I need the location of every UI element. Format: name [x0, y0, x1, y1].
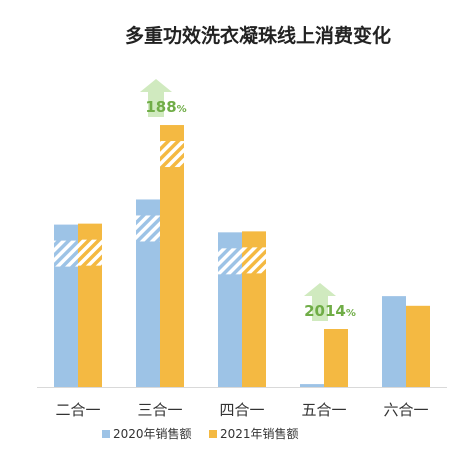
axis-break-hatch: [160, 141, 184, 168]
growth-label-0: 188%: [145, 98, 186, 116]
legend-swatch-1: [209, 430, 217, 438]
growth-label-1: 2014%: [304, 302, 356, 320]
bar-2020-3: [300, 384, 324, 387]
legend-label-1: 2021年销售额: [220, 426, 299, 441]
bar-2021-3: [324, 329, 348, 387]
category-label: 五合一: [301, 401, 346, 419]
chart-title: 多重功效洗衣凝珠线上消费变化: [125, 24, 391, 47]
bar-2020-4: [382, 296, 406, 387]
category-label: 六合一: [383, 401, 428, 419]
growth-arrow-icon: [140, 79, 172, 118]
axis-break-hatch: [242, 247, 266, 274]
category-label: 二合一: [55, 401, 100, 419]
category-label: 四合一: [219, 401, 264, 419]
axis-break-hatch: [78, 239, 102, 266]
axis-break-hatch: [218, 248, 242, 275]
bar-2021-4: [406, 305, 430, 387]
legend-swatch-0: [102, 430, 110, 438]
legend: 2020年销售额 2021年销售额: [102, 426, 299, 441]
growth-arrow-icon: [304, 283, 336, 321]
bar-2021-1: [160, 125, 184, 388]
axis-break-hatch: [136, 215, 160, 242]
axis-break-hatch: [54, 240, 78, 267]
category-label: 三合一: [137, 401, 182, 419]
plot-area: 二合一 三合一 四合一 五合一 六合一 188% 2014%: [37, 79, 447, 419]
legend-label-0: 2020年销售额: [113, 426, 192, 441]
